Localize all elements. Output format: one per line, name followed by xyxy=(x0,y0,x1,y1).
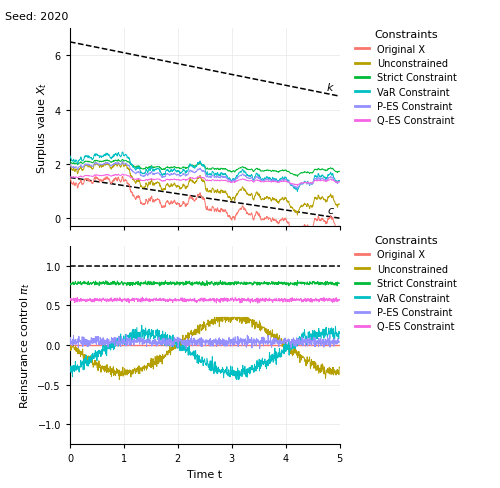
Text: $c$: $c$ xyxy=(327,205,335,215)
Y-axis label: Surplus value $X_t$: Surplus value $X_t$ xyxy=(35,82,49,174)
Legend: Original X, Unconstrained, Strict Constraint, VaR Constraint, P-ES Constraint, Q: Original X, Unconstrained, Strict Constr… xyxy=(354,236,457,332)
Legend: Original X, Unconstrained, Strict Constraint, VaR Constraint, P-ES Constraint, Q: Original X, Unconstrained, Strict Constr… xyxy=(354,30,457,126)
Text: $k$: $k$ xyxy=(326,81,335,93)
Text: Seed: 2020: Seed: 2020 xyxy=(5,12,68,22)
Y-axis label: Reinsurance control $\pi_t$: Reinsurance control $\pi_t$ xyxy=(18,282,32,408)
X-axis label: Time t: Time t xyxy=(187,468,222,479)
